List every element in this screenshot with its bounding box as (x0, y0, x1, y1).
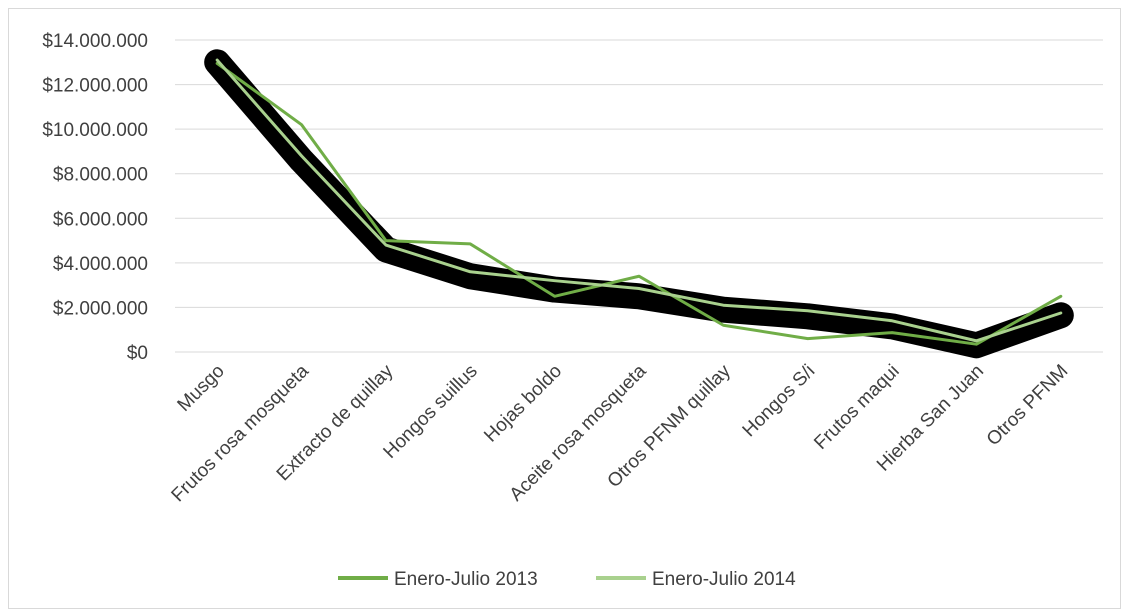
y-tick-label: $4.000.000 (53, 254, 148, 275)
y-tick-label: $14.000.000 (42, 31, 148, 52)
trend-band (204, 49, 1074, 359)
x-tick-label: Otros PFNM (983, 361, 1072, 450)
y-tick-label: $2.000.000 (53, 298, 148, 319)
legend-label-enero-julio-2014: Enero-Julio 2014 (652, 569, 796, 590)
x-tick-label: Hongos S/i (739, 361, 820, 442)
legend-label-enero-julio-2013: Enero-Julio 2013 (394, 569, 538, 590)
x-tick-label: Frutos rosa mosqueta (168, 360, 314, 506)
series-lines (215, 58, 1063, 346)
chart-frame (8, 8, 1121, 609)
x-tick-label: Musgo (174, 361, 229, 416)
y-tick-label: $10.000.000 (42, 120, 148, 141)
y-tick-label: $8.000.000 (53, 165, 148, 186)
y-axis-ticks: $0 $2.000.000 $4.000.000 $6.000.000 $8.000.0… (42, 31, 148, 364)
x-tick-label: Aceite rosa mosqueta (506, 360, 651, 505)
legend: Enero-Julio 2013 Enero-Julio 2014 (338, 569, 796, 590)
x-tick-label: Frutos maqui (810, 361, 903, 454)
x-tick-label: Hojas boldo (480, 361, 566, 447)
y-tick-label: $0 (127, 343, 148, 364)
y-tick-label: $6.000.000 (53, 209, 148, 230)
y-tick-label: $12.000.000 (42, 76, 148, 97)
trend-band-line (204, 49, 1074, 359)
